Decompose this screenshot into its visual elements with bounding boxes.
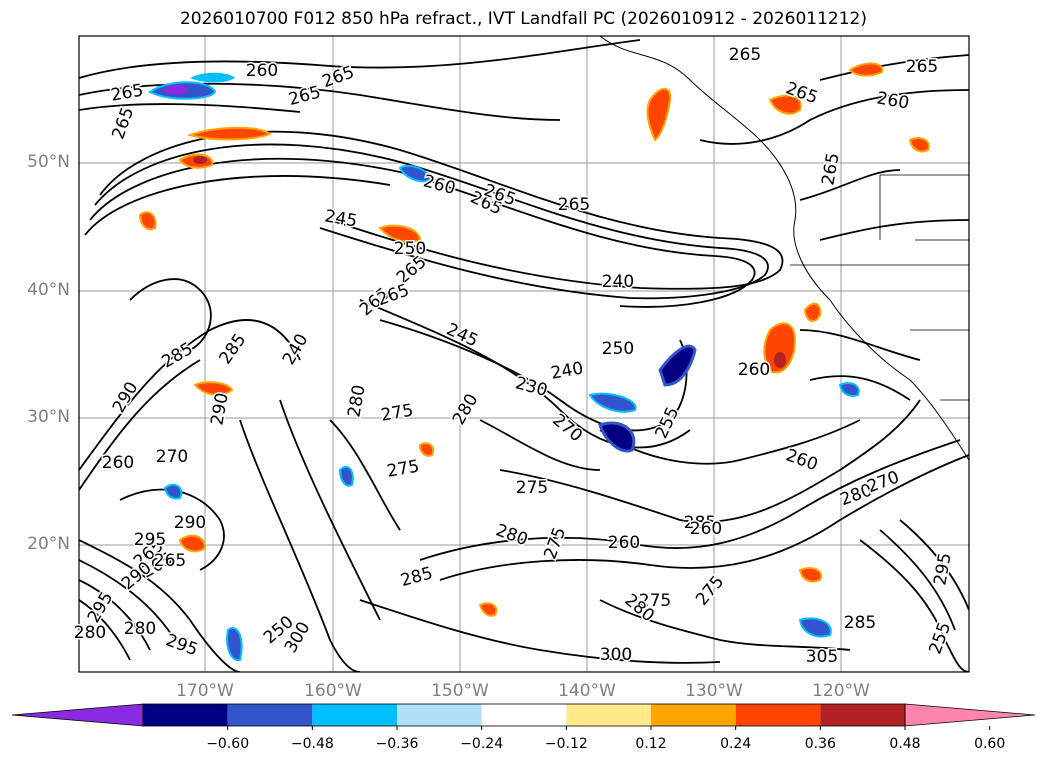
- colorbar-extend-max: [904, 703, 1036, 727]
- colorbar-segment: [820, 704, 905, 726]
- lon-label: 140°W: [558, 681, 616, 701]
- plot-area: [79, 36, 969, 672]
- colorbar-segment: [735, 704, 821, 726]
- contour-label: 260: [102, 453, 134, 473]
- colorbar-segment: [397, 704, 482, 726]
- colorbar-segment: [481, 704, 567, 726]
- contour-label: 260: [738, 360, 770, 380]
- contour-label: 260: [690, 519, 722, 539]
- contour-label: 240: [602, 272, 634, 292]
- colorbar-tick-label: 0.60: [974, 736, 1006, 752]
- coastline: [599, 36, 969, 461]
- border-lines: [790, 174, 969, 401]
- contour-label: 295: [134, 530, 166, 550]
- lon-label: 150°W: [431, 681, 489, 701]
- colorbar-tick-label: −0.60: [206, 736, 250, 752]
- lat-label: 50°N: [27, 152, 70, 172]
- contour-label: 265: [906, 57, 938, 77]
- contour-label: 300: [600, 645, 632, 665]
- colorbar-extend-min: [11, 703, 144, 727]
- contour-label: 260: [246, 61, 278, 81]
- colorbar-tick-label: −0.48: [290, 736, 334, 752]
- contour-label: 285: [684, 513, 716, 533]
- lon-label: 160°W: [304, 681, 362, 701]
- colorbar-tick-label: 0.48: [889, 736, 921, 752]
- contour-label: 285: [844, 613, 876, 633]
- contour-label: 265: [558, 195, 590, 215]
- lon-label: 130°W: [685, 681, 743, 701]
- colorbar-segment: [651, 704, 736, 726]
- contour-label: 265: [729, 45, 761, 65]
- lat-label: 40°N: [27, 280, 70, 300]
- colorbar-tick-label: −0.24: [460, 736, 504, 752]
- colorbar-segment: [566, 704, 651, 726]
- contour-label: 250: [602, 339, 634, 359]
- plot-frame: [78, 35, 970, 673]
- contour-label: 260: [608, 533, 640, 553]
- plot-background: [79, 36, 969, 672]
- contour-label: 265: [154, 551, 186, 571]
- colorbar-segment: [227, 704, 313, 726]
- colorbar-tick-label: −0.12: [544, 736, 588, 752]
- contour-label: 250: [394, 239, 426, 259]
- contour-label: 290: [174, 513, 206, 533]
- contour-label: 275: [639, 591, 671, 611]
- contour-label: 275: [516, 478, 548, 498]
- lat-label: 20°N: [27, 534, 70, 554]
- contour-label: 280: [124, 619, 156, 639]
- contour-label: 270: [156, 447, 188, 467]
- colorbar-tick-label: 0.12: [635, 736, 667, 752]
- colorbar-segment: [312, 704, 397, 726]
- colorbar-tick-label: −0.36: [375, 736, 419, 752]
- colorbar-segment: [143, 704, 228, 726]
- colorbar: [11, 703, 1036, 730]
- colorbar-tick-label: 0.36: [804, 736, 836, 752]
- lon-label: 170°W: [176, 681, 234, 701]
- contour-label: 280: [74, 623, 106, 643]
- map-title: 2026010700 F012 850 hPa refract., IVT La…: [179, 9, 867, 29]
- lon-label: 120°W: [812, 681, 870, 701]
- colorbar-frame: [142, 703, 906, 727]
- colorbar-tick-label: 0.24: [720, 736, 752, 752]
- shaded-regions: [138, 62, 930, 662]
- contour-label: 305: [806, 647, 838, 667]
- lat-label: 30°N: [27, 407, 70, 427]
